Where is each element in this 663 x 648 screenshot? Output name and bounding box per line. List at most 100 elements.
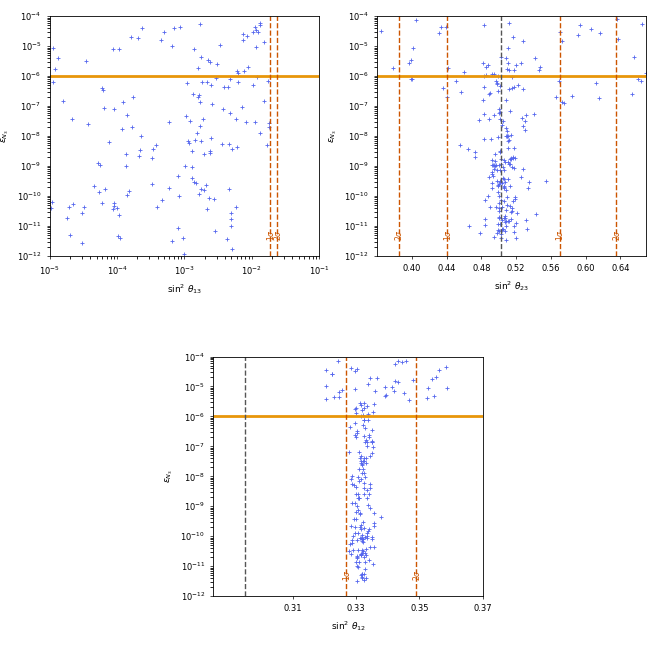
Point [486, 134, 497, 145]
Point [334, 387, 345, 397]
Point [169, 23, 180, 33]
Point [573, 30, 583, 41]
Point [349, 417, 360, 428]
Point [351, 408, 361, 418]
Point [136, 131, 147, 141]
Point [137, 23, 147, 33]
Point [455, 140, 466, 150]
Point [506, 214, 516, 225]
Point [629, 52, 640, 62]
Point [357, 569, 367, 579]
Point [253, 27, 264, 37]
Point [356, 550, 367, 560]
Point [355, 509, 366, 519]
Point [188, 177, 199, 187]
Point [196, 52, 207, 62]
Point [359, 402, 369, 413]
Point [495, 194, 506, 205]
Point [353, 476, 364, 487]
Point [365, 542, 375, 552]
Point [441, 21, 452, 32]
Point [108, 204, 119, 214]
Point [57, 96, 68, 106]
Point [351, 507, 361, 518]
Point [194, 189, 205, 200]
Point [530, 209, 541, 219]
Point [345, 422, 355, 432]
Point [66, 114, 77, 124]
Point [88, 181, 99, 191]
Point [509, 221, 520, 231]
Point [359, 531, 370, 542]
Point [499, 181, 510, 191]
Point [196, 76, 207, 87]
Point [352, 364, 363, 375]
Point [326, 369, 337, 379]
Point [241, 117, 252, 127]
Point [455, 87, 466, 97]
Point [504, 84, 514, 94]
Point [506, 130, 516, 140]
Point [517, 113, 528, 123]
Point [349, 430, 360, 440]
Point [193, 92, 204, 102]
Point [358, 516, 369, 527]
Point [347, 531, 358, 541]
Point [358, 483, 369, 493]
Point [350, 404, 361, 414]
Point [193, 63, 204, 73]
Point [488, 110, 499, 121]
Point [559, 97, 570, 108]
Point [507, 72, 517, 82]
Point [389, 386, 399, 396]
Point [237, 102, 248, 112]
Point [502, 131, 512, 141]
Point [353, 493, 364, 503]
Point [469, 152, 480, 163]
Point [636, 19, 647, 29]
Point [353, 505, 363, 516]
Point [65, 229, 76, 240]
Point [127, 91, 138, 102]
Point [360, 437, 371, 447]
Point [494, 203, 505, 214]
Point [365, 451, 375, 461]
Point [358, 415, 369, 425]
Point [204, 192, 214, 203]
Point [113, 209, 124, 220]
Point [361, 435, 371, 446]
Text: 2$\sigma$: 2$\sigma$ [393, 229, 404, 241]
Point [591, 78, 601, 88]
Point [497, 178, 508, 189]
Point [501, 131, 511, 141]
Point [499, 183, 509, 193]
Point [483, 191, 493, 201]
Point [497, 162, 508, 172]
Point [376, 26, 387, 36]
Point [509, 143, 519, 153]
Point [361, 458, 371, 469]
Point [490, 161, 501, 171]
Point [511, 60, 521, 71]
Point [530, 53, 540, 64]
Point [360, 557, 371, 567]
Point [126, 32, 137, 42]
Y-axis label: $\epsilon_{N_3}$: $\epsilon_{N_3}$ [0, 129, 11, 143]
Point [365, 373, 375, 384]
Point [496, 52, 507, 62]
Point [365, 503, 375, 513]
Point [595, 28, 605, 38]
Point [613, 34, 624, 44]
Point [431, 373, 442, 383]
Point [363, 415, 374, 425]
Point [509, 82, 520, 92]
Point [503, 159, 514, 169]
Point [337, 384, 347, 395]
Point [361, 485, 372, 495]
Point [53, 53, 64, 64]
Point [510, 194, 520, 204]
Point [510, 192, 520, 202]
Point [187, 172, 198, 183]
Point [186, 145, 197, 156]
Point [367, 443, 378, 453]
